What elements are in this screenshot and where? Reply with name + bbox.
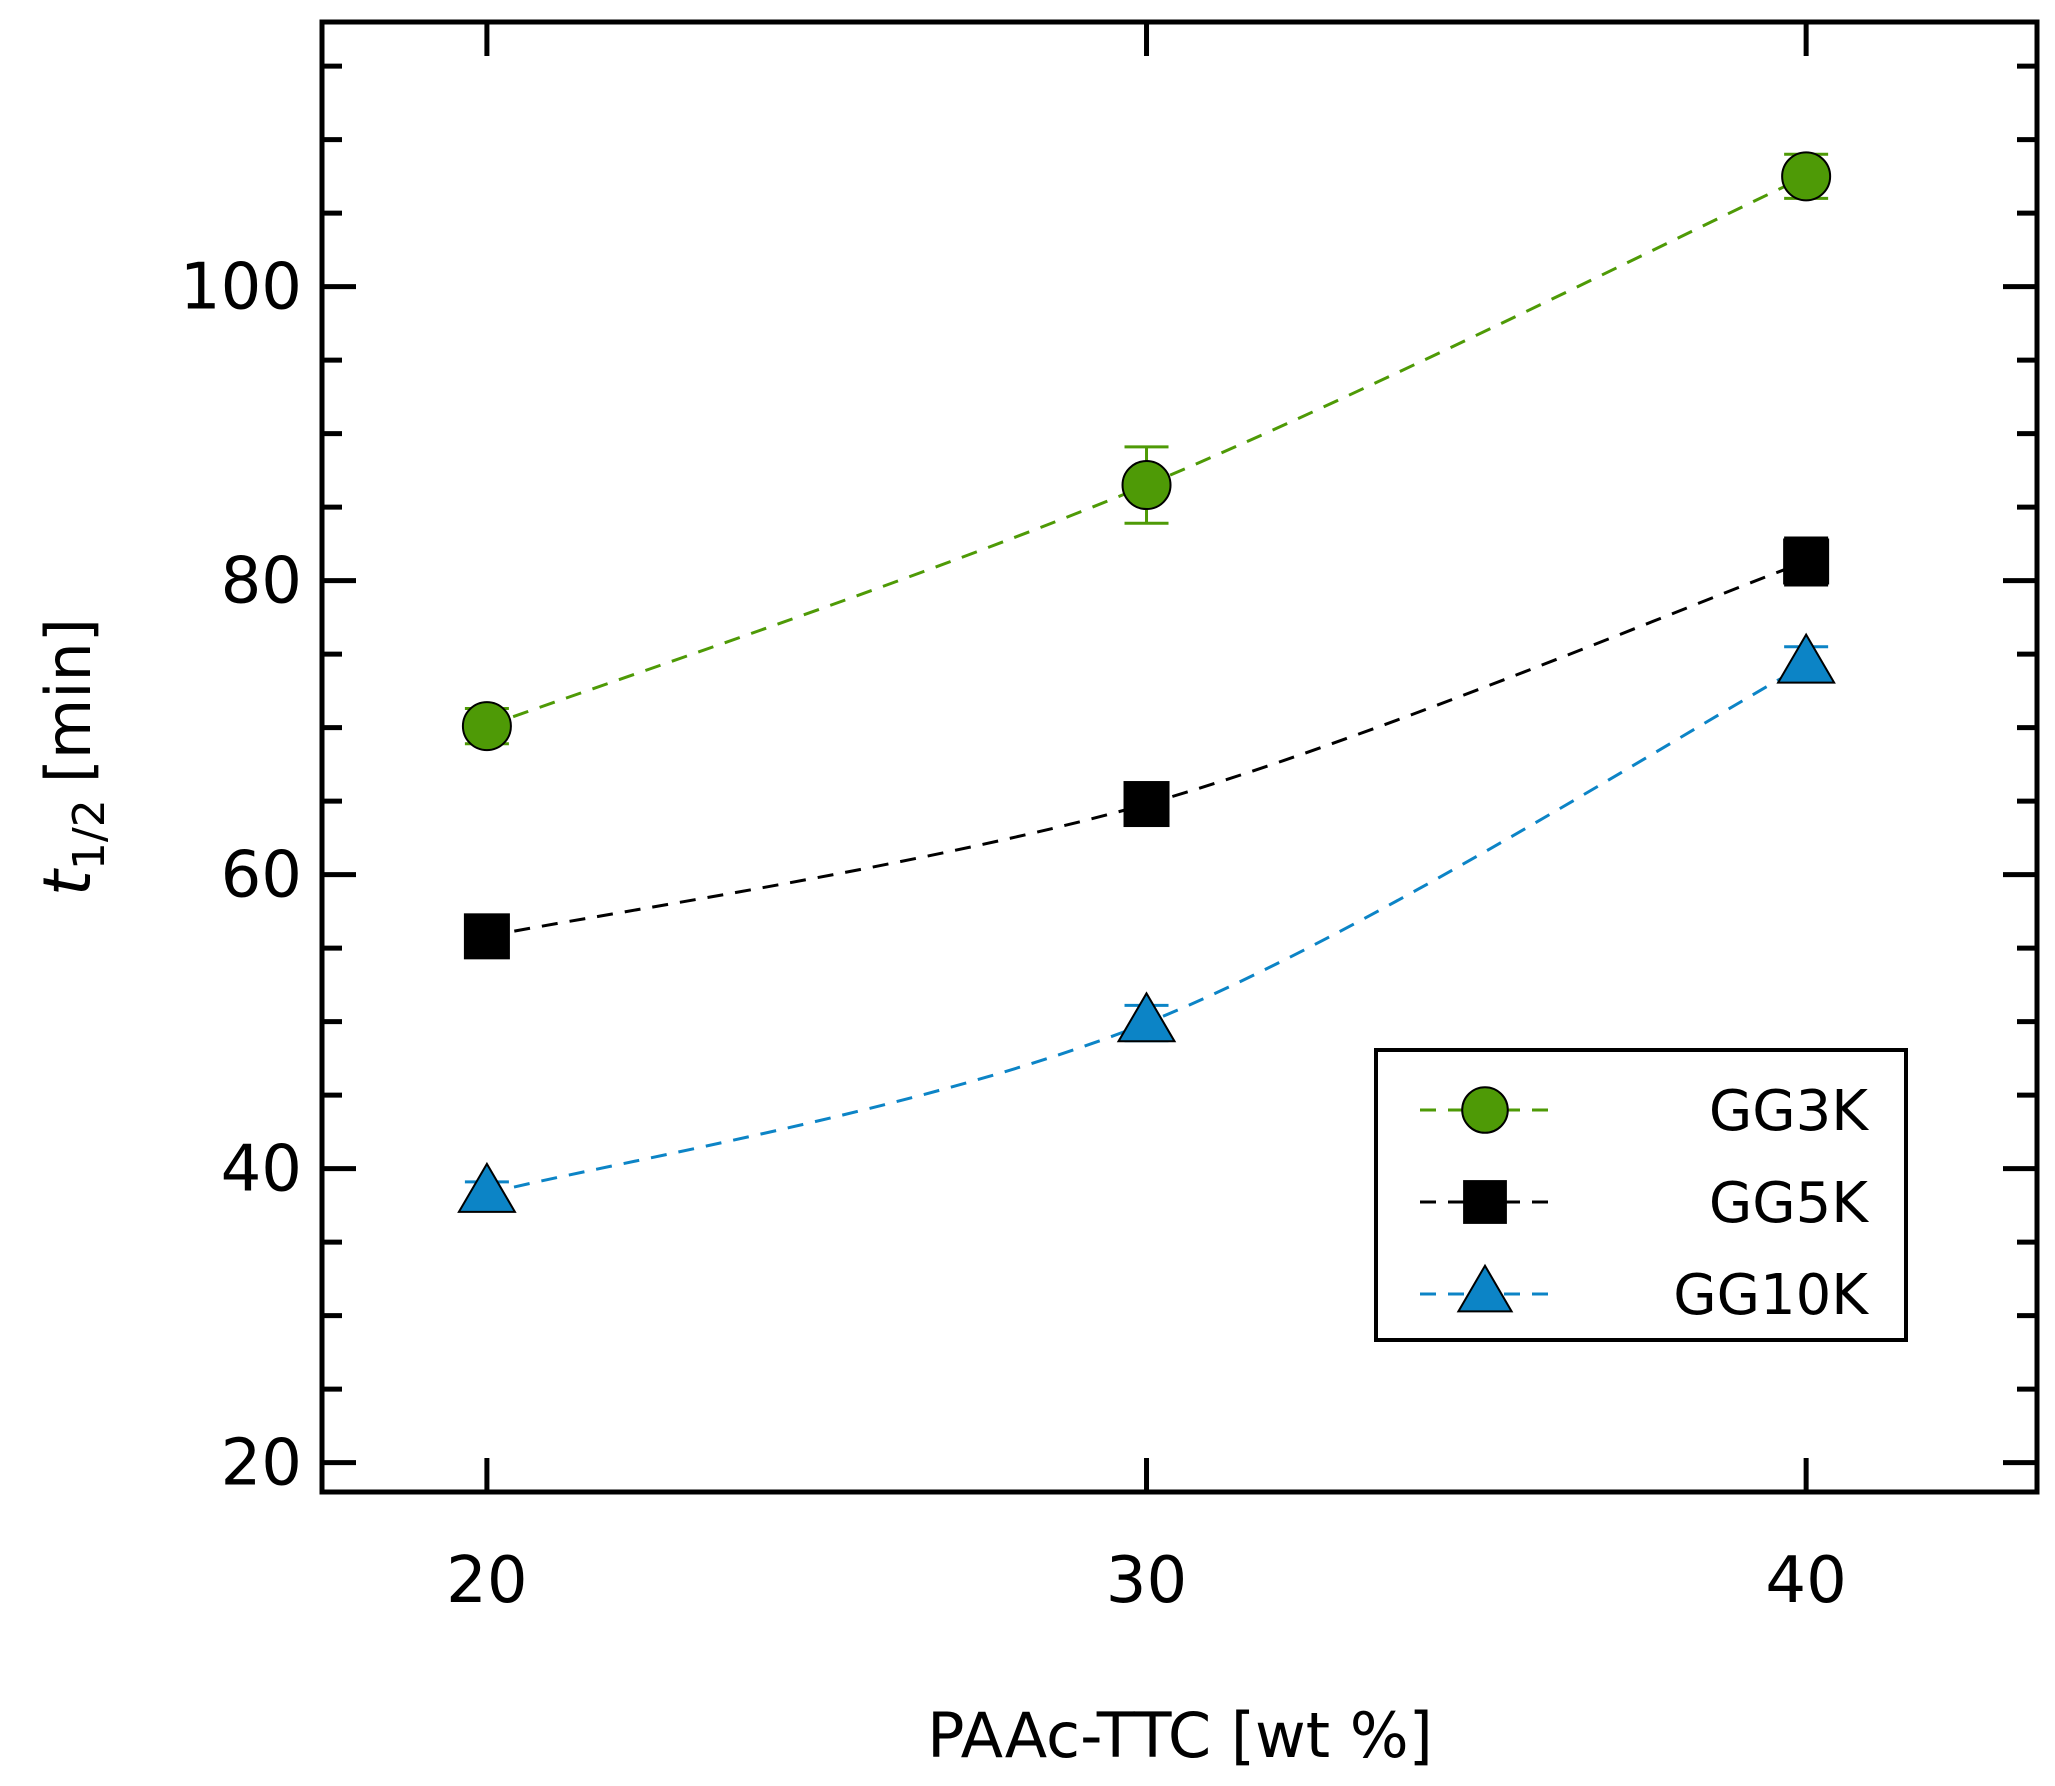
legend-marker-GG5K xyxy=(1463,1180,1507,1224)
x-tick-label-20: 20 xyxy=(446,1544,527,1618)
point-GG5K-30 xyxy=(1123,781,1170,828)
y-tick-label-100: 100 xyxy=(180,251,302,325)
y-tick-label-80: 80 xyxy=(221,545,302,619)
point-GG3K-20 xyxy=(461,701,512,752)
series-GG5K xyxy=(463,536,1830,960)
series-layer xyxy=(457,151,1836,1213)
series-line-GG5K xyxy=(486,560,1807,938)
point-GG10K-20 xyxy=(457,1161,517,1213)
point-GG3K-30 xyxy=(1121,460,1172,511)
series-GG10K xyxy=(457,632,1836,1213)
legend-marker-GG10K xyxy=(1456,1263,1514,1313)
legend-label-GG10K: GG10K xyxy=(1673,1263,1869,1328)
legend-marker-GG3K xyxy=(1461,1086,1509,1134)
point-GG3K-40 xyxy=(1781,151,1832,202)
y-tick-label-20: 20 xyxy=(221,1427,302,1501)
legend-entry-GG10K: GG10K xyxy=(1420,1263,1869,1328)
x-tick-label-30: 30 xyxy=(1106,1544,1187,1618)
legend: GG3K GG5K GG10K xyxy=(1374,1048,1908,1342)
series-GG3K xyxy=(461,151,1832,752)
point-GG10K-40 xyxy=(1776,632,1836,684)
legend-entry-GG3K: GG3K xyxy=(1420,1079,1869,1144)
y-axis-label-unit: [min] xyxy=(32,618,105,783)
point-GG5K-40 xyxy=(1783,538,1830,585)
plot-frame xyxy=(319,19,2040,1495)
point-GG5K-20 xyxy=(463,913,510,960)
y-axis-label-sub: 1/2 xyxy=(64,799,115,870)
y-axis-label: t1/2 [min] xyxy=(29,618,115,896)
y-tick-label-60: 60 xyxy=(221,839,302,913)
legend-entry-GG5K: GG5K xyxy=(1420,1171,1869,1236)
svg-text:t1/2[min]: t1/2 [min] xyxy=(29,618,115,896)
y-tick-label-40: 40 xyxy=(221,1133,302,1207)
x-tick-label-40: 40 xyxy=(1765,1544,1846,1618)
legend-label-GG3K: GG3K xyxy=(1709,1079,1869,1144)
legend-label-GG5K: GG5K xyxy=(1709,1171,1869,1236)
ticks-layer: 20 30 40 20 40 60 80 100 xyxy=(180,22,2037,1618)
point-GG10K-30 xyxy=(1116,991,1177,1043)
y-axis-label-main: t xyxy=(29,868,106,896)
x-axis-label: PAAc-TTC [wt %] xyxy=(927,1699,1433,1772)
